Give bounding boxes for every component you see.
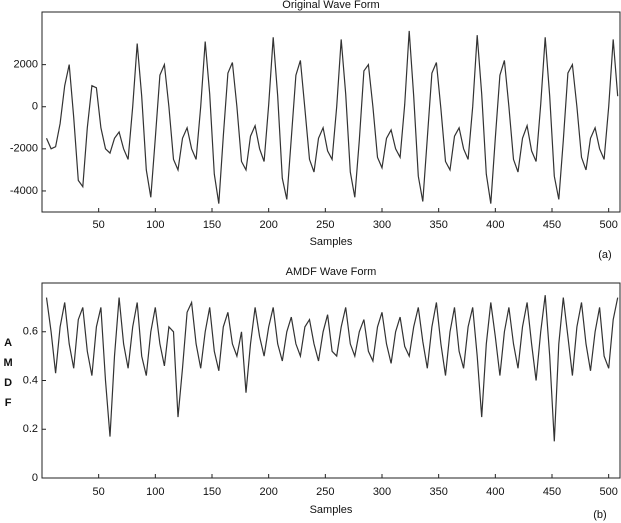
x-tick-label: 350 <box>429 219 447 231</box>
x-tick-label: 200 <box>259 486 277 498</box>
x-tick-label: 500 <box>599 486 617 498</box>
x-tick-label: 50 <box>93 486 105 498</box>
plot-frame <box>41 11 621 213</box>
x-tick-label: 150 <box>203 486 221 498</box>
plot-frame <box>41 282 621 479</box>
x-tick-label: 400 <box>486 219 504 231</box>
x-axis-label: Samples <box>310 504 353 516</box>
y-tick-label: 0 <box>32 101 38 113</box>
x-tick-label: 450 <box>543 219 561 231</box>
y-tick-label: 2000 <box>14 59 38 71</box>
wave-line <box>45 30 619 204</box>
chart-title: AMDF Wave Form <box>286 266 377 278</box>
y-tick-label: -4000 <box>10 185 38 197</box>
x-tick-label: 300 <box>373 486 391 498</box>
x-tick-label: 350 <box>429 486 447 498</box>
x-tick-label: 400 <box>486 486 504 498</box>
y-tick-label: 0.2 <box>23 423 38 435</box>
x-axis-label: Samples <box>310 236 353 248</box>
y-tick-label: -2000 <box>10 143 38 155</box>
y-tick-label: 0.6 <box>23 326 38 338</box>
x-tick-label: 450 <box>543 486 561 498</box>
x-tick-label: 150 <box>203 219 221 231</box>
chart-title: Original Wave Form <box>282 0 379 11</box>
x-tick-label: 100 <box>146 219 164 231</box>
x-tick-label: 300 <box>373 219 391 231</box>
panel-label: (a) <box>598 249 611 261</box>
panel-label: (b) <box>593 509 606 521</box>
x-tick-label: 100 <box>146 486 164 498</box>
x-tick-label: 200 <box>259 219 277 231</box>
y-tick-label: 0 <box>32 472 38 484</box>
x-tick-label: 250 <box>316 219 334 231</box>
y-axis-label: A M D F <box>2 337 14 407</box>
wave-line <box>45 295 619 442</box>
x-tick-label: 250 <box>316 486 334 498</box>
x-tick-label: 50 <box>93 219 105 231</box>
y-tick-label: 0.4 <box>23 374 38 386</box>
x-tick-label: 500 <box>599 219 617 231</box>
